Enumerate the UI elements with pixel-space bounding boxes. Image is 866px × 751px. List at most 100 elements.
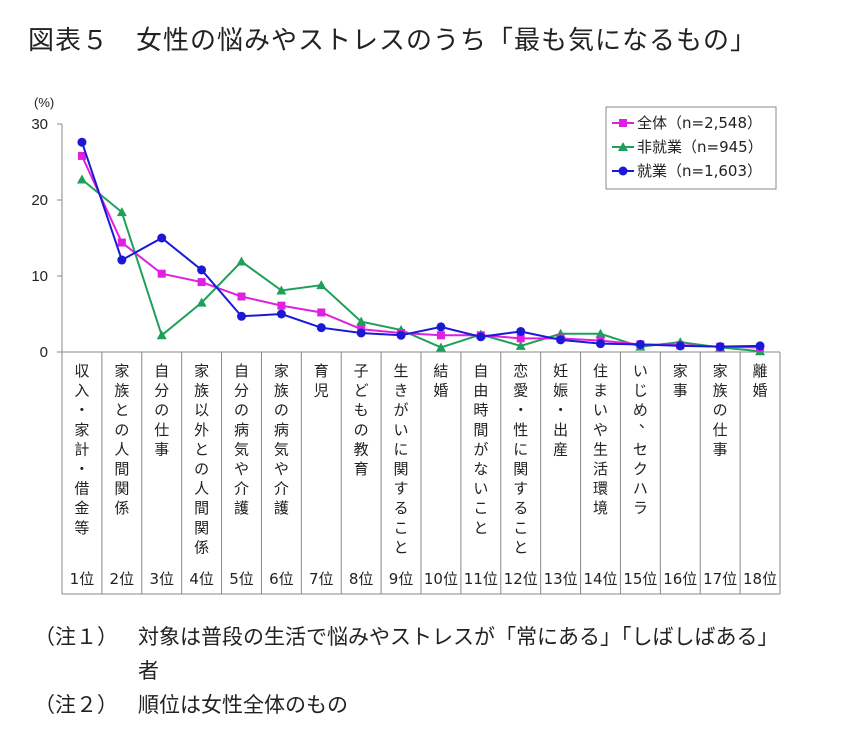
category-char: な (473, 460, 488, 478)
category-char: 子 (354, 362, 369, 380)
category-char: 家 (194, 362, 209, 380)
category-char: 間 (114, 460, 129, 478)
data-point (77, 137, 87, 147)
category-char: や (234, 460, 249, 478)
data-point (635, 339, 645, 349)
y-tick-label: 0 (40, 344, 48, 361)
data-point (276, 309, 286, 319)
category-char: の (234, 401, 249, 419)
category-char: 教 (354, 440, 369, 458)
category-char: 係 (114, 499, 129, 517)
category-char: ・ (513, 401, 528, 419)
category-char: 自 (473, 362, 488, 380)
data-point (515, 340, 526, 350)
category-char: 由 (473, 382, 488, 400)
category-char: 境 (593, 499, 608, 517)
category-char: 育 (354, 460, 369, 478)
category-char: 婚 (753, 382, 768, 400)
rank-label: 1位 (70, 570, 95, 588)
category-char: る (394, 499, 409, 517)
category-char: 間 (194, 499, 209, 517)
data-point (516, 326, 526, 336)
category-char: め (633, 401, 648, 419)
rank-label: 17位 (703, 570, 737, 588)
category-char: ・ (74, 460, 89, 478)
category-char: こ (473, 499, 488, 517)
category-char: 人 (194, 480, 209, 498)
category-char: 恋 (513, 362, 528, 380)
category-char: 事 (673, 382, 688, 400)
rank-label: 5位 (229, 570, 254, 588)
category-char: の (114, 421, 129, 439)
category-char: 離 (753, 362, 768, 380)
data-point (436, 322, 446, 332)
data-point (516, 334, 525, 343)
legend-entry: 全体（n=2,548） (612, 114, 762, 132)
category-char: に (394, 440, 409, 458)
category-char: き (394, 382, 409, 400)
category-char: ど (354, 382, 369, 400)
category-char: 病 (274, 421, 289, 439)
category-char: 介 (234, 480, 249, 498)
category-char: 族 (114, 382, 129, 400)
category-char: 家 (274, 362, 289, 380)
rank-label: 4位 (189, 570, 214, 588)
category-char: 自 (154, 362, 169, 380)
category-char: ラ (633, 499, 648, 517)
category-char: 、 (639, 413, 654, 431)
category-char: 妊 (553, 362, 568, 380)
series-line (80, 141, 761, 348)
data-point (755, 341, 765, 351)
category-char: と (394, 538, 409, 556)
category-char: 家 (673, 362, 688, 380)
y-tick-label: 10 (31, 268, 48, 285)
data-point (237, 292, 246, 301)
rank-label: 9位 (389, 570, 414, 588)
data-point (116, 207, 127, 217)
data-point (197, 265, 207, 275)
data-point (316, 323, 326, 333)
rank-label: 2位 (110, 570, 135, 588)
category-char: い (593, 401, 608, 419)
category-char: 関 (114, 480, 129, 498)
rank-label: 16位 (663, 570, 697, 588)
category-label: 妊娠・出産 (553, 362, 568, 458)
category-char: 生 (593, 440, 608, 458)
category-char: 族 (713, 382, 728, 400)
category-char: 家 (713, 362, 728, 380)
category-char: 性 (513, 421, 528, 439)
category-char: 結 (433, 362, 448, 380)
data-point (435, 342, 446, 352)
category-char: も (354, 401, 369, 419)
data-point (196, 297, 207, 307)
category-char: る (513, 499, 528, 517)
category-char: 環 (593, 480, 608, 498)
data-point (436, 331, 445, 340)
footnotes: （注１） 対象は普段の生活で悩みやストレスが「常にある」「しばしばある」 者 （… (34, 620, 798, 722)
category-char: 仕 (154, 421, 169, 439)
footnote-text: 対象は普段の生活で悩みやストレスが「常にある」「しばしばある」 者 (138, 625, 779, 683)
data-point (197, 278, 206, 287)
data-point (596, 339, 605, 349)
legend-marker (618, 166, 628, 176)
data-point (117, 255, 127, 265)
category-char: 活 (593, 460, 608, 478)
data-point (476, 332, 486, 342)
category-char: 時 (473, 401, 488, 419)
category-char: 自 (234, 362, 249, 380)
category-char: 護 (274, 499, 289, 517)
data-point (316, 280, 327, 290)
legend: 全体（n=2,548） 非就業（n=945） 就業（n=1,603） (605, 106, 777, 190)
category-char: 外 (194, 421, 209, 439)
legend-label: 非就業（n=945） (637, 138, 763, 156)
y-unit-label: (%) (34, 95, 54, 110)
category-char: こ (513, 519, 528, 537)
category-char: 計 (74, 440, 89, 458)
category-char: 事 (154, 440, 169, 458)
category-char: 関 (513, 460, 528, 478)
data-point (277, 301, 286, 310)
